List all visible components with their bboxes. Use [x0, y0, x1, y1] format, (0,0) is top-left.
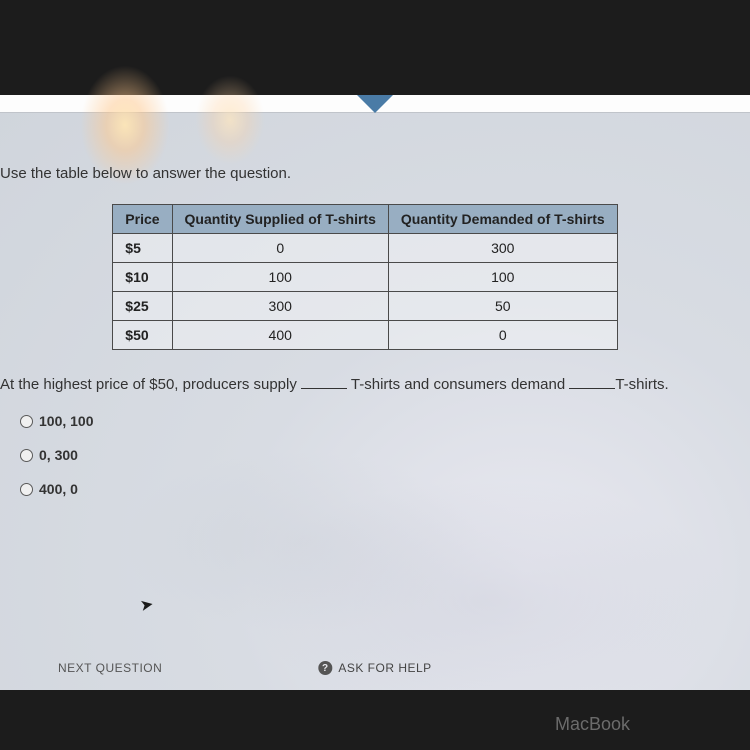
option-label: 400, 0 — [39, 481, 78, 497]
table-row: $25 300 50 — [113, 292, 617, 321]
instruction-text: Use the table below to answer the questi… — [0, 165, 730, 182]
blank-1 — [301, 374, 347, 389]
bezel-bottom: MacBook — [0, 690, 750, 750]
help-icon: ? — [318, 661, 332, 675]
radio-icon — [20, 415, 33, 428]
table-header-row: Price Quantity Supplied of T-shirts Quan… — [113, 205, 617, 234]
question-part1: At the highest price of $50, producers s… — [0, 376, 301, 393]
option-c[interactable]: 400, 0 — [20, 481, 730, 497]
option-label: 100, 100 — [39, 413, 94, 429]
table-row: $50 400 0 — [113, 321, 617, 350]
question-part3: T-shirts. — [615, 376, 668, 393]
col-price: Price — [113, 205, 172, 234]
option-label: 0, 300 — [39, 447, 78, 463]
table-row: $10 100 100 — [113, 263, 617, 292]
tab-indicator-arrow — [357, 95, 393, 113]
ask-label: ASK FOR HELP — [338, 661, 431, 675]
question-text: At the highest price of $50, producers s… — [0, 374, 730, 393]
radio-icon — [20, 449, 33, 462]
screen-content: Use the table below to answer the questi… — [0, 95, 750, 690]
col-supplied: Quantity Supplied of T-shirts — [172, 205, 388, 234]
device-label: MacBook — [555, 714, 630, 735]
question-part2: T-shirts and consumers demand — [347, 376, 569, 393]
option-a[interactable]: 100, 100 — [20, 413, 730, 429]
next-question-button[interactable]: NEXT QUESTION — [40, 653, 180, 683]
bottom-bar: NEXT QUESTION ? ASK FOR HELP — [0, 646, 750, 690]
blank-2 — [569, 374, 615, 389]
bezel-top — [0, 0, 750, 95]
col-demanded: Quantity Demanded of T-shirts — [388, 205, 617, 234]
ask-for-help-button[interactable]: ? ASK FOR HELP — [318, 661, 431, 675]
radio-icon — [20, 483, 33, 496]
cursor-icon: ➤ — [138, 594, 155, 616]
question-content: Use the table below to answer the questi… — [0, 135, 750, 690]
option-b[interactable]: 0, 300 — [20, 447, 730, 463]
supply-demand-table: Price Quantity Supplied of T-shirts Quan… — [112, 204, 617, 350]
answer-options: 100, 100 0, 300 400, 0 — [20, 413, 730, 497]
table-row: $5 0 300 — [113, 234, 617, 263]
